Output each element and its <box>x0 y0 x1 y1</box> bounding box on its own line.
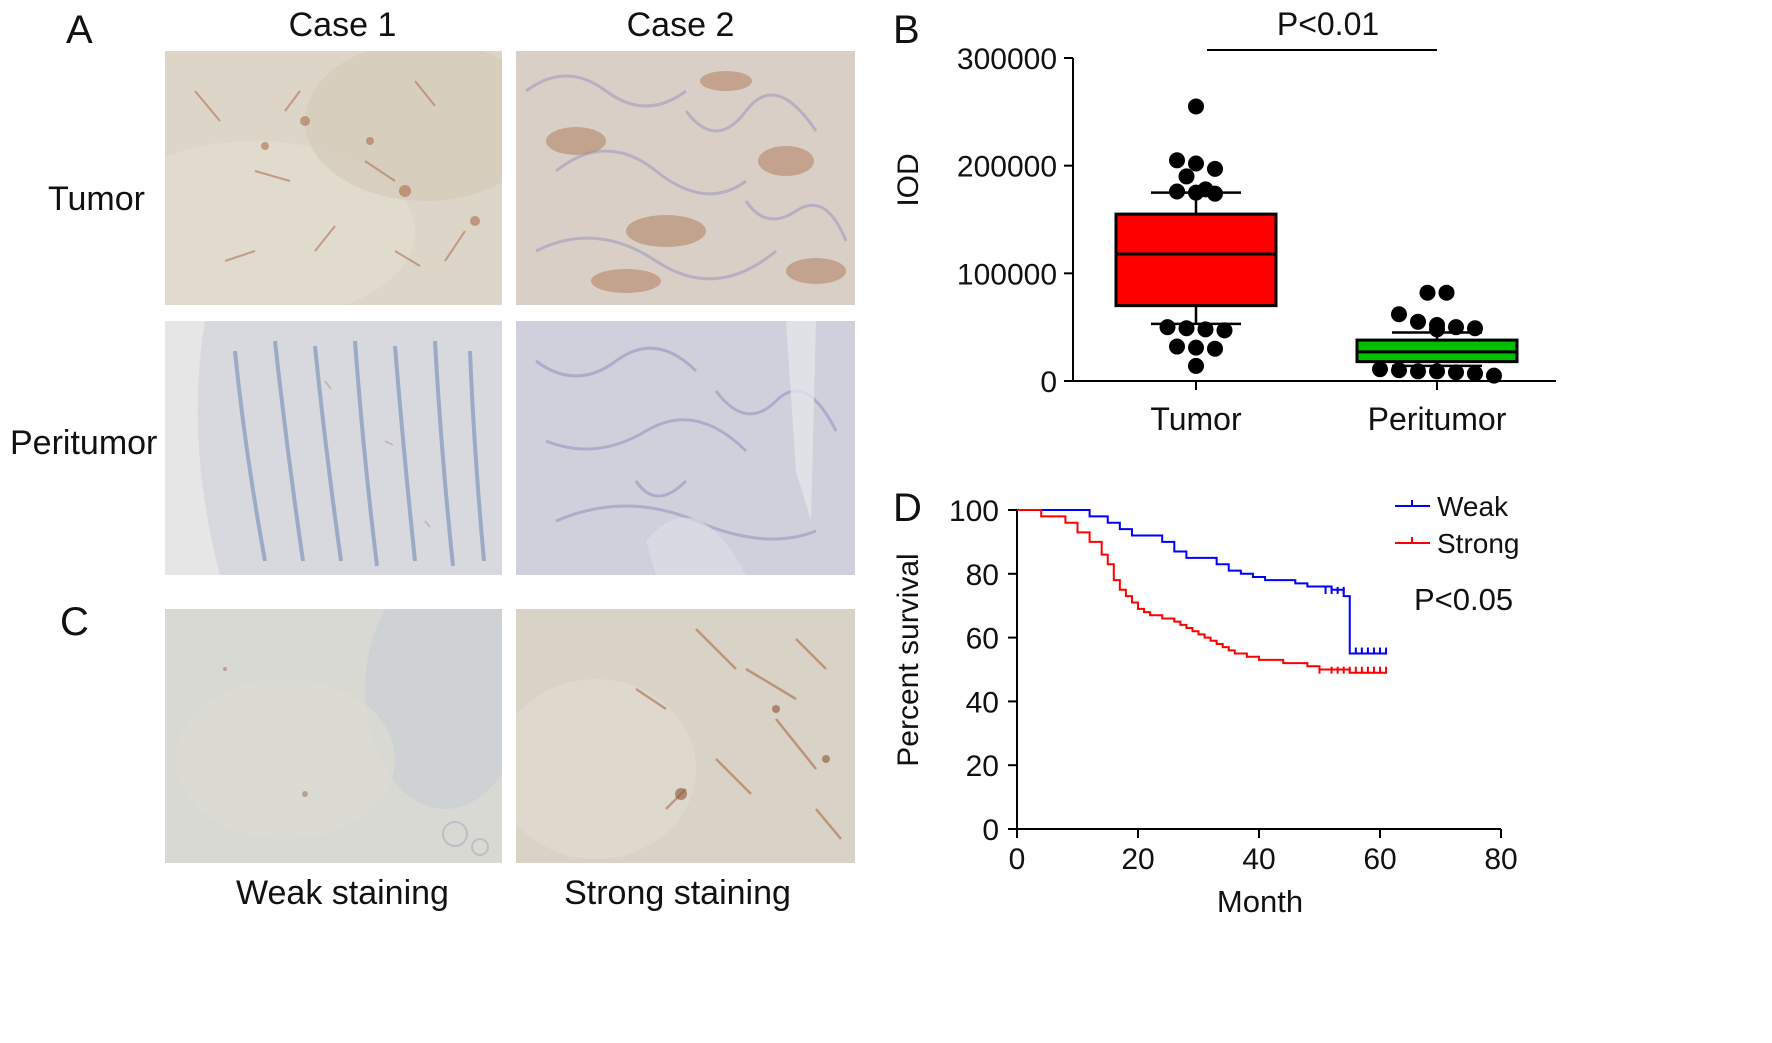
micrograph-strong-staining <box>516 609 855 863</box>
outlier-point <box>1467 320 1483 337</box>
outlier-point <box>1372 361 1388 378</box>
micrograph-weak-staining <box>165 609 502 863</box>
outlier-point <box>1169 152 1185 169</box>
outlier-point <box>1188 155 1204 172</box>
outlier-point <box>1391 306 1407 323</box>
row-header-peritumor: Peritumor <box>10 424 158 462</box>
panel-letter-a: A <box>66 8 93 52</box>
outlier-point <box>1448 364 1464 381</box>
column-header-case-2: Case 2 <box>626 6 735 44</box>
panel-letter-c: C <box>60 600 89 644</box>
caption-strong-staining: Strong staining <box>564 874 791 912</box>
caption-weak-staining: Weak staining <box>236 874 449 912</box>
outlier-point <box>1438 284 1455 301</box>
y-tick-label: 100000 <box>957 258 1057 291</box>
outlier-point <box>1429 363 1445 380</box>
outlier-point <box>1448 319 1464 336</box>
x-tick-label: Peritumor <box>1368 401 1507 437</box>
column-header-case-1: Case 1 <box>288 6 397 44</box>
outlier-point <box>1391 362 1407 379</box>
outlier-point <box>1169 338 1185 355</box>
significance-label: P<0.01 <box>1277 6 1379 42</box>
box-tumor <box>1114 212 1278 308</box>
y-tick-label: 0 <box>1040 366 1057 399</box>
outlier-point <box>1159 319 1176 336</box>
outlier-point <box>1207 340 1223 357</box>
outlier-point <box>1197 321 1214 338</box>
y-axis-label: IOD <box>892 153 925 206</box>
outlier-point <box>1467 365 1483 382</box>
outlier-point <box>1178 168 1195 185</box>
x-tick-label: Tumor <box>1150 401 1242 437</box>
micrograph-tumor-case-2 <box>516 51 855 305</box>
outlier-point <box>1188 98 1204 115</box>
y-tick-label: 300000 <box>957 43 1057 76</box>
outlier-point <box>1216 322 1233 339</box>
outlier-point <box>1207 185 1223 202</box>
outlier-point <box>1169 183 1185 200</box>
outlier-point <box>1188 339 1204 356</box>
panel-letter-d: D <box>893 486 922 530</box>
outlier-point <box>1188 184 1204 201</box>
micrograph-peritumor-case-2 <box>516 321 855 575</box>
outlier-point <box>1178 320 1195 337</box>
y-tick-label: 200000 <box>957 151 1057 184</box>
outlier-point <box>1419 284 1436 301</box>
micrograph-tumor-case-1 <box>165 51 502 305</box>
outlier-point <box>1410 313 1426 330</box>
micrograph-peritumor-case-1 <box>165 321 502 575</box>
row-header-tumor: Tumor <box>48 180 145 218</box>
outlier-point <box>1486 367 1502 384</box>
outlier-point <box>1188 357 1204 374</box>
outlier-point <box>1429 321 1445 338</box>
outlier-point <box>1410 363 1426 380</box>
panel-letter-b: B <box>893 8 920 52</box>
outlier-point <box>1207 160 1223 177</box>
